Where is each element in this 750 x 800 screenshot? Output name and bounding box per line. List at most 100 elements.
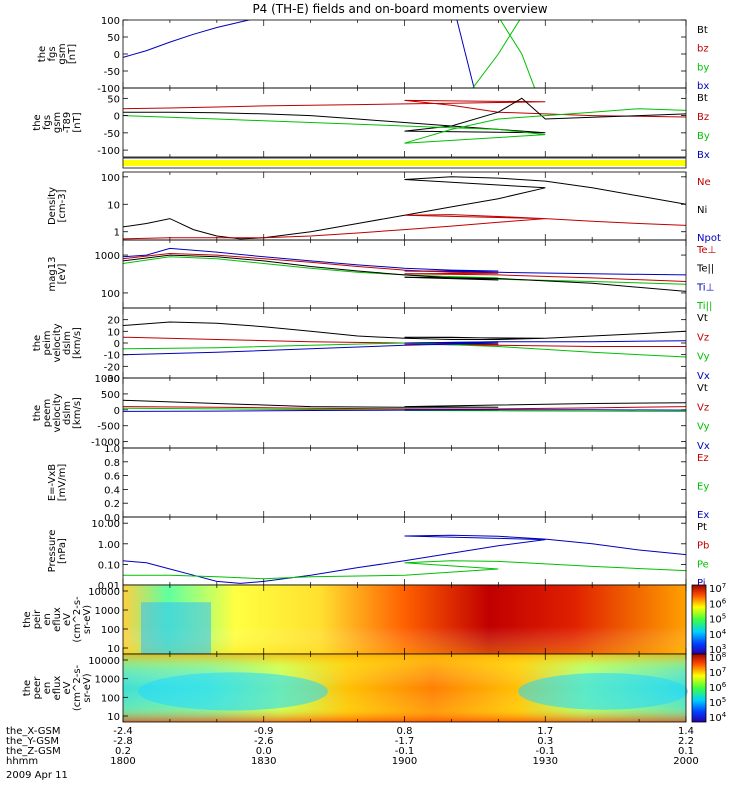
y-axis-label: [nT] — [72, 112, 83, 132]
y-tick-label: 100 — [101, 693, 120, 704]
series-line — [472, 20, 521, 88]
y-tick-label: 0 — [114, 406, 120, 417]
time-axis-value: 2000 — [673, 756, 698, 767]
legend-entry: Ez — [697, 453, 709, 464]
y-tick-label: 10 — [107, 712, 120, 723]
legend-entry: Npot — [697, 233, 721, 244]
y-axis-label: gsm — [52, 112, 63, 133]
legend-entry: Vt — [697, 383, 708, 394]
y-tick-label: 0 — [114, 339, 120, 350]
series-line — [456, 20, 475, 88]
series-line — [123, 108, 686, 144]
y-axis-label: [mV/m] — [57, 464, 68, 502]
y-axis-label: fgs — [47, 46, 58, 61]
y-tick-label: -50 — [104, 129, 120, 140]
legend-entry: Pb — [697, 541, 709, 552]
series-line — [123, 252, 686, 290]
y-tick-label: 100 — [101, 173, 120, 184]
y-axis-label: fgs — [42, 115, 53, 130]
y-tick-label: 10 — [107, 644, 120, 655]
legend-entry: Bz — [697, 112, 709, 123]
time-axis-value: 1800 — [110, 756, 135, 767]
legend-entry: Pe — [697, 559, 709, 570]
y-tick-label: 10000 — [88, 656, 120, 667]
status-bar-frame — [122, 157, 687, 169]
time-axis-value: -1.7 — [395, 736, 415, 747]
y-tick-label: 1000 — [95, 374, 120, 385]
y-tick-label: 10 — [107, 200, 120, 211]
legend-entry: Vy — [697, 352, 710, 363]
y-axis-label: en — [42, 613, 53, 626]
y-tick-label: -100 — [97, 84, 120, 95]
y-tick-label: 0 — [114, 112, 120, 123]
y-tick-label: 1000 — [95, 675, 120, 686]
y-axis-label: peim — [42, 330, 53, 355]
legend-entry: Te⊥ — [696, 245, 716, 256]
time-axis-value: 0.2 — [115, 746, 131, 757]
legend-entry: Vx — [697, 441, 710, 452]
colorbar-tick-label: 105 — [709, 696, 726, 709]
y-tick-label: 0.2 — [104, 499, 120, 510]
time-axis-value: -2.8 — [113, 736, 133, 747]
colorbar-tick-label: 107 — [709, 582, 726, 595]
y-tick-label: 100 — [101, 625, 120, 636]
y-axis-label: the — [32, 114, 43, 130]
legend-entry: Te|| — [696, 264, 714, 275]
figure-title: P4 (TH-E) fields and on-board moments ov… — [252, 2, 547, 16]
time-axis-value: 1900 — [392, 756, 417, 767]
y-axis-label: (cm^2-s- — [72, 596, 83, 643]
series-line — [123, 254, 686, 292]
y-tick-label: 50 — [107, 94, 120, 105]
y-axis-label: the — [32, 405, 43, 421]
series-line — [123, 317, 686, 340]
status-bar-strip — [123, 160, 686, 166]
y-axis-label: the — [22, 611, 33, 627]
spectrogram-lowflux-region — [518, 673, 688, 710]
y-axis-label: [nPa] — [57, 538, 68, 564]
y-axis-label: sr-eV) — [82, 673, 93, 702]
y-axis-label: the — [37, 46, 48, 62]
y-axis-label: peer — [32, 676, 43, 700]
series-line — [123, 247, 686, 280]
series-line — [123, 99, 686, 118]
y-tick-label: 10000 — [88, 587, 120, 598]
y-axis-label: (cm^2-s- — [72, 664, 83, 711]
y-axis-label: eflux — [52, 607, 63, 632]
panel-3: 100 10 1 Ne Ni Npot Density [cm-3] — [47, 171, 721, 244]
y-axis-label: [km/s] — [72, 327, 83, 359]
y-tick-label: -20 — [104, 362, 120, 373]
legend-entry: Ti|| — [696, 301, 712, 312]
series-line — [123, 214, 686, 240]
colorbar — [691, 584, 707, 655]
series-line — [123, 534, 686, 584]
legend-entry: Pi — [697, 578, 706, 589]
time-axis-value: 0.8 — [397, 726, 413, 737]
y-tick-label: 0.4 — [104, 485, 120, 496]
date-label: 2009 Apr 11 — [6, 770, 68, 781]
y-axis-label: the — [22, 680, 33, 696]
y-axis-label: eV — [62, 613, 73, 626]
legend-entry: Ti⊥ — [696, 282, 714, 293]
series-line — [123, 336, 686, 356]
legend-entry: Ex — [697, 510, 709, 521]
y-tick-label: 0.8 — [104, 458, 120, 469]
y-tick-label: 0.6 — [104, 472, 120, 483]
y-axis-label: E=-VxB — [47, 464, 58, 501]
panel-6: 1000 500 0 -500 -1000 Vt Vz Vy Vx the peem velocity… — [32, 374, 710, 452]
time-axis-value: -0.9 — [254, 726, 274, 737]
legend-entry: Ey — [697, 482, 709, 493]
y-tick-label: 0 — [114, 50, 120, 61]
time-axis-value: -2.4 — [113, 726, 133, 737]
colorbar-tick-label: 104 — [709, 711, 727, 724]
y-tick-label: -500 — [97, 422, 120, 433]
y-axis-label: [km/s] — [72, 397, 83, 429]
series-line — [123, 20, 252, 58]
time-axis-value: -0.1 — [395, 746, 415, 757]
colorbar-tick-label: 108 — [709, 651, 726, 664]
y-tick-label: 1.0 — [104, 444, 120, 455]
time-axis-value: 0.1 — [678, 746, 694, 757]
series-line — [123, 399, 686, 408]
series-line — [123, 176, 686, 240]
time-axis-value: 1830 — [251, 756, 276, 767]
